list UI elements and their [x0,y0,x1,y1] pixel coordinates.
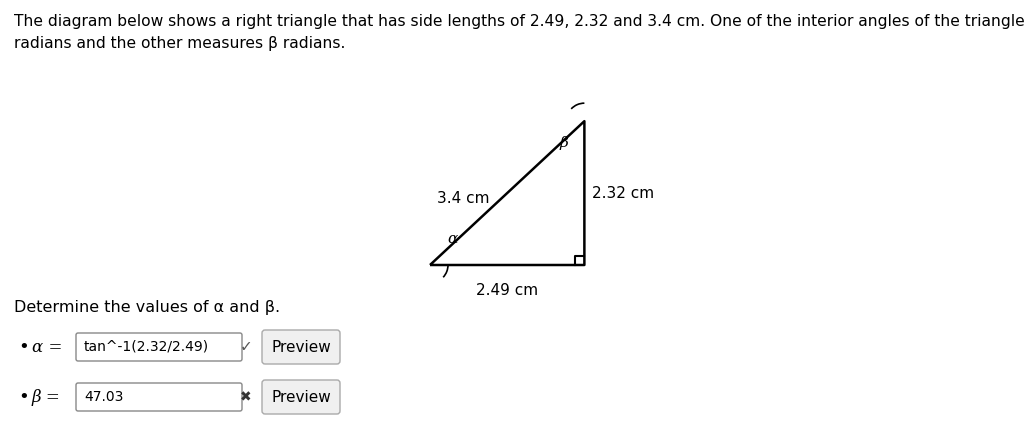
Text: tan^-1(2.32/2.49): tan^-1(2.32/2.49) [84,340,209,354]
Text: 3.4 cm: 3.4 cm [436,190,489,206]
Text: radians and the other measures β radians.: radians and the other measures β radians… [14,36,345,51]
Text: 2.32 cm: 2.32 cm [592,186,654,201]
Text: Preview: Preview [271,389,331,404]
Text: 47.03: 47.03 [84,390,123,404]
FancyBboxPatch shape [262,330,340,364]
Text: •: • [18,388,29,406]
FancyBboxPatch shape [262,380,340,414]
Text: β =: β = [32,389,60,405]
Text: α =: α = [32,338,62,355]
Text: Preview: Preview [271,339,331,354]
Text: ✖: ✖ [241,390,252,404]
Text: 2.49 cm: 2.49 cm [476,283,539,298]
Text: α: α [446,232,457,246]
Text: •: • [18,338,29,356]
FancyBboxPatch shape [76,383,242,411]
Text: β: β [560,136,568,150]
Text: ✓: ✓ [240,339,252,354]
Text: Determine the values of α and β.: Determine the values of α and β. [14,300,281,315]
Text: The diagram below shows a right triangle that has side lengths of 2.49, 2.32 and: The diagram below shows a right triangle… [14,14,1024,29]
FancyBboxPatch shape [76,333,242,361]
